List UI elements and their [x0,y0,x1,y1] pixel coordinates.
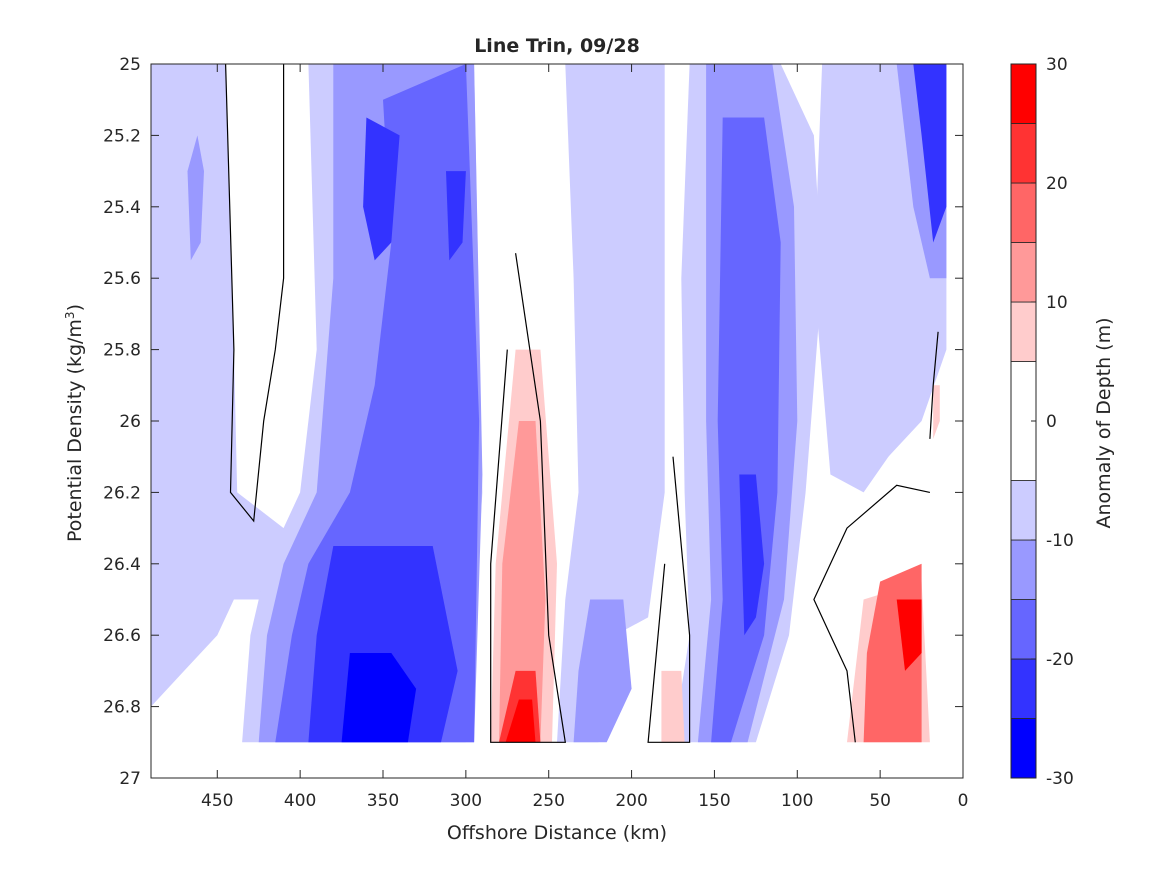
colorbar-tick-label: -20 [1046,650,1074,670]
y-tick-label: 26.6 [103,626,141,646]
zero-contour-east [929,331,939,439]
x-tick-label: 350 [367,791,399,811]
y-tick-label: 26.2 [103,483,141,503]
y-tick-label: 26 [119,412,141,432]
y-tick-label: 25.4 [103,198,141,218]
colorbar-segment [1010,539,1037,600]
colorbar-label: Anomaly of Depth (m) [1093,318,1115,529]
zero-contour-mid [647,456,691,743]
x-tick-label: 150 [698,791,730,811]
x-tick-label: 0 [958,791,969,811]
contour-region-neg-10-mid-west [557,64,665,743]
contour-region-neg-15-mid [573,599,632,743]
x-axis-label: Offshore Distance (km) [447,822,667,844]
zero-contour-coast [813,484,931,743]
colorbar-tick-label: 0 [1046,412,1057,432]
colorbar-segment [1010,658,1037,719]
contour-region-neg-20-core-upper [363,117,400,261]
colorbar-tick-label: 10 [1046,293,1068,313]
contour-region-pos-10-offshore [499,421,546,743]
plot-area [151,63,963,778]
colorbar: -30 -20 -10 0 10 20 30 [1010,55,1074,789]
colorbar-segment [1010,718,1037,779]
colorbar-tick-label: 20 [1046,174,1068,194]
y-axis-label-main: Potential Density (kg/m [64,319,86,542]
contour-region-neg-25-coast [913,64,947,243]
y-tick-label: 26.8 [103,698,141,718]
y-tick-label: 25.8 [103,341,141,361]
x-tick-label: 250 [532,791,564,811]
contour-region-neg-30-deep [341,653,417,743]
contour-region-neg-20-mid-east [711,117,781,743]
colorbar-segment [1010,182,1037,243]
colorbar-segment [1010,480,1037,541]
zero-contour-west [225,63,285,523]
x-tick-label: 200 [615,791,647,811]
colorbar-tick-label: -10 [1046,531,1074,551]
contour-region-pos-25-coast [896,599,922,671]
contour-region-neg-15-pocket-460 [187,135,204,261]
colorbar-tick-label: -30 [1046,769,1074,789]
contour-region-pos-30-offshore [505,699,536,743]
y-tick-label: 26.4 [103,555,141,575]
y-tick-label: 25.2 [103,126,141,146]
colorbar-segment [1010,123,1037,184]
colorbar-segment [1010,242,1037,303]
contour-region-pos-5-east-sliver [933,385,940,439]
x-tick-label: 300 [450,791,482,811]
y-tick-label: 25.6 [103,269,141,289]
y-axis-label: Potential Density (kg/m3) [63,304,86,542]
x-tick-label: 100 [781,791,813,811]
y-tick-label: 25 [119,55,141,75]
x-tick-label: 50 [869,791,891,811]
contour-region-neg-10-band-west [151,64,301,707]
chart-title: Line Trin, 09/28 [474,35,640,57]
zero-contour-offshore [490,253,567,743]
y-axis-label-sup: 3 [63,311,77,319]
axes: 450 400 350 300 250 200 150 100 50 0 25 25.2 25.4 25.… [103,55,968,811]
y-tick-label: 27 [119,769,141,789]
colorbar-segment [1010,63,1037,124]
colorbar-segment [1010,301,1037,362]
contour-region-pos-5-thin [661,670,685,743]
colorbar-tick-label: 30 [1046,55,1068,75]
x-tick-label: 400 [284,791,316,811]
contour-region-neg-25-mid-east [739,474,765,636]
colorbar-segment [1010,599,1037,660]
contour-region-neg-20-core-mid [446,171,466,261]
y-axis-label-close: ) [64,304,86,311]
x-tick-label: 450 [201,791,233,811]
contour-region-neg-25-deep [308,546,458,743]
